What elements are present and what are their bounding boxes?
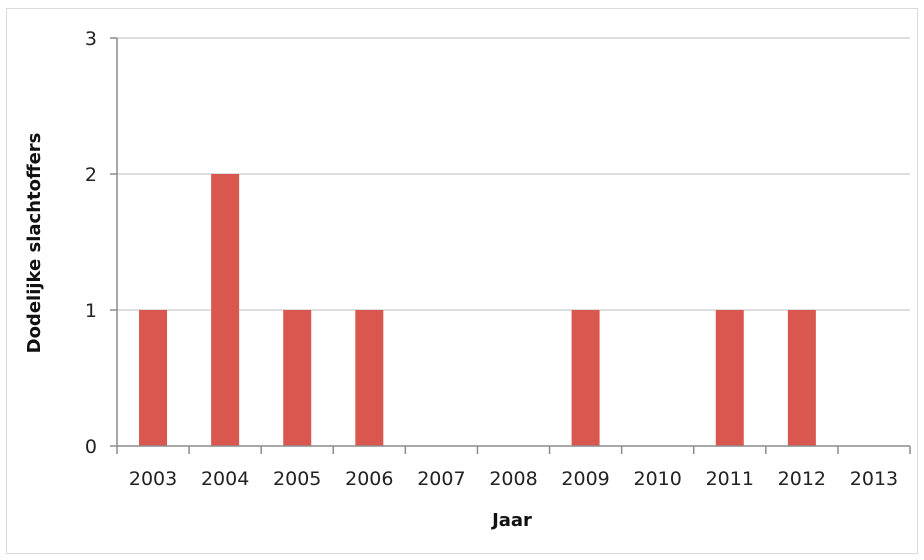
y-tick-label: 1 — [85, 300, 97, 322]
chart-frame — [6, 8, 918, 554]
x-tick-label: 2003 — [129, 468, 177, 490]
x-tick-label: 2006 — [345, 468, 393, 490]
bar-2009 — [571, 310, 600, 446]
bar-2012 — [787, 310, 816, 446]
x-tick-labels: 2003 2004 2005 2006 2007 2008 2009 2010 2011 2012… — [129, 468, 898, 490]
x-tick-label: 2007 — [417, 468, 465, 490]
x-tick-label: 2013 — [850, 468, 898, 490]
bar-2005 — [283, 310, 312, 446]
y-axis-title: Dodelijke slachtoffers — [24, 133, 45, 354]
y-tick-label: 3 — [85, 28, 97, 50]
x-tick-label: 2010 — [634, 468, 682, 490]
y-tick-label: 0 — [85, 436, 97, 458]
y-tick-labels: 0 1 2 3 — [85, 28, 97, 458]
bar-2006 — [355, 310, 384, 446]
x-tick-label: 2011 — [706, 468, 754, 490]
x-tick-label: 2008 — [489, 468, 537, 490]
bar-2011 — [715, 310, 744, 446]
axes — [110, 37, 911, 454]
bars — [139, 174, 816, 446]
x-axis-title: Jaar — [490, 510, 532, 531]
x-tick-label: 2012 — [778, 468, 826, 490]
gridlines — [117, 37, 910, 311]
y-tick-label: 2 — [85, 164, 97, 186]
x-tick-label: 2005 — [273, 468, 321, 490]
x-tick-label: 2009 — [561, 468, 609, 490]
x-tick-label: 2004 — [201, 468, 249, 490]
bar-2003 — [139, 310, 168, 446]
bar-2004 — [211, 174, 240, 446]
